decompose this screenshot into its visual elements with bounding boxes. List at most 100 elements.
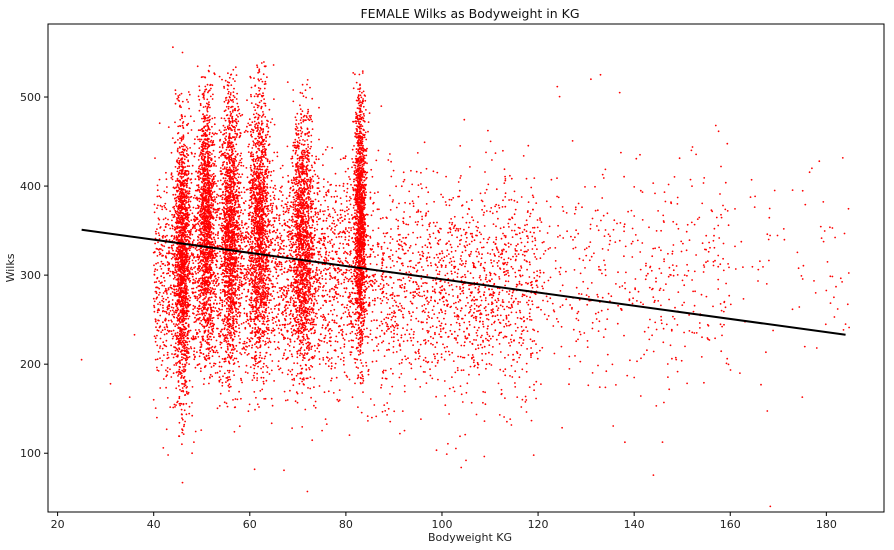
data-point	[228, 354, 230, 357]
data-point	[229, 309, 232, 312]
data-point	[182, 307, 185, 310]
data-point	[231, 105, 233, 108]
data-point	[198, 234, 201, 236]
data-point	[204, 76, 207, 79]
data-point	[271, 159, 274, 162]
data-point	[203, 251, 206, 254]
data-point	[212, 211, 215, 213]
data-point	[197, 336, 200, 338]
data-point	[227, 231, 230, 234]
data-point	[204, 142, 207, 145]
data-point	[224, 216, 226, 219]
data-point	[182, 220, 185, 223]
data-point	[213, 73, 216, 76]
data-point	[219, 138, 222, 141]
data-point	[226, 405, 229, 408]
data-point	[236, 165, 239, 167]
data-point	[231, 334, 233, 337]
data-point	[171, 175, 174, 178]
data-point	[203, 182, 206, 185]
data-point	[235, 297, 238, 299]
data-point	[226, 369, 229, 372]
data-point	[181, 318, 184, 321]
data-point	[262, 111, 264, 113]
data-point	[214, 219, 217, 222]
data-point	[185, 186, 188, 189]
data-point	[176, 170, 179, 173]
data-point	[238, 173, 241, 176]
data-point	[188, 220, 191, 223]
data-point	[188, 107, 191, 110]
data-point	[232, 215, 235, 218]
data-point	[183, 383, 186, 385]
data-point	[233, 128, 236, 131]
data-point	[181, 413, 183, 416]
data-point	[203, 126, 206, 129]
data-point	[188, 331, 190, 333]
data-point	[210, 290, 213, 293]
data-point	[181, 189, 184, 192]
data-point	[208, 326, 211, 329]
data-point	[182, 403, 185, 406]
data-point	[260, 78, 262, 81]
data-point	[231, 150, 234, 152]
data-point	[187, 196, 189, 199]
data-point	[200, 319, 203, 322]
data-point	[210, 311, 213, 314]
data-point	[193, 120, 196, 122]
data-point	[256, 372, 258, 375]
data-point	[176, 303, 179, 306]
data-point	[206, 114, 208, 116]
data-point	[178, 397, 181, 400]
data-point	[184, 304, 187, 307]
data-point	[208, 115, 211, 117]
data-point	[229, 193, 232, 195]
data-point	[224, 151, 226, 154]
data-point	[204, 191, 207, 194]
data-point	[273, 151, 276, 154]
data-point	[176, 274, 179, 277]
data-point	[179, 137, 181, 140]
data-point	[177, 308, 180, 311]
data-point	[271, 207, 273, 209]
data-point	[184, 238, 187, 241]
data-point	[208, 119, 211, 122]
data-point	[211, 280, 213, 282]
data-point	[201, 208, 204, 211]
data-point	[180, 351, 183, 353]
data-point	[210, 338, 213, 341]
data-point	[206, 211, 209, 214]
data-point	[220, 257, 223, 260]
data-point	[270, 397, 273, 400]
data-point	[215, 196, 218, 199]
data-point	[241, 173, 244, 176]
data-point	[181, 264, 184, 267]
data-point	[196, 216, 199, 219]
data-point	[184, 172, 187, 175]
data-point	[175, 189, 178, 192]
data-point	[239, 181, 242, 184]
data-point	[187, 91, 190, 93]
data-point	[203, 173, 206, 175]
data-point	[198, 241, 201, 244]
data-point	[235, 98, 238, 100]
data-point	[186, 301, 189, 304]
data-point	[183, 347, 186, 350]
data-point	[254, 124, 257, 126]
data-point	[204, 156, 207, 159]
data-point	[232, 78, 235, 80]
data-point	[213, 284, 216, 287]
data-point	[210, 144, 213, 147]
data-point	[175, 180, 177, 183]
data-point	[207, 159, 209, 162]
data-point	[187, 201, 190, 203]
data-point	[234, 127, 237, 129]
data-point	[171, 291, 174, 293]
data-point	[170, 244, 173, 247]
data-point	[200, 282, 203, 284]
data-point	[212, 291, 215, 294]
data-point	[226, 161, 228, 164]
data-point	[181, 181, 184, 184]
data-point	[183, 339, 186, 342]
data-point	[182, 366, 185, 368]
